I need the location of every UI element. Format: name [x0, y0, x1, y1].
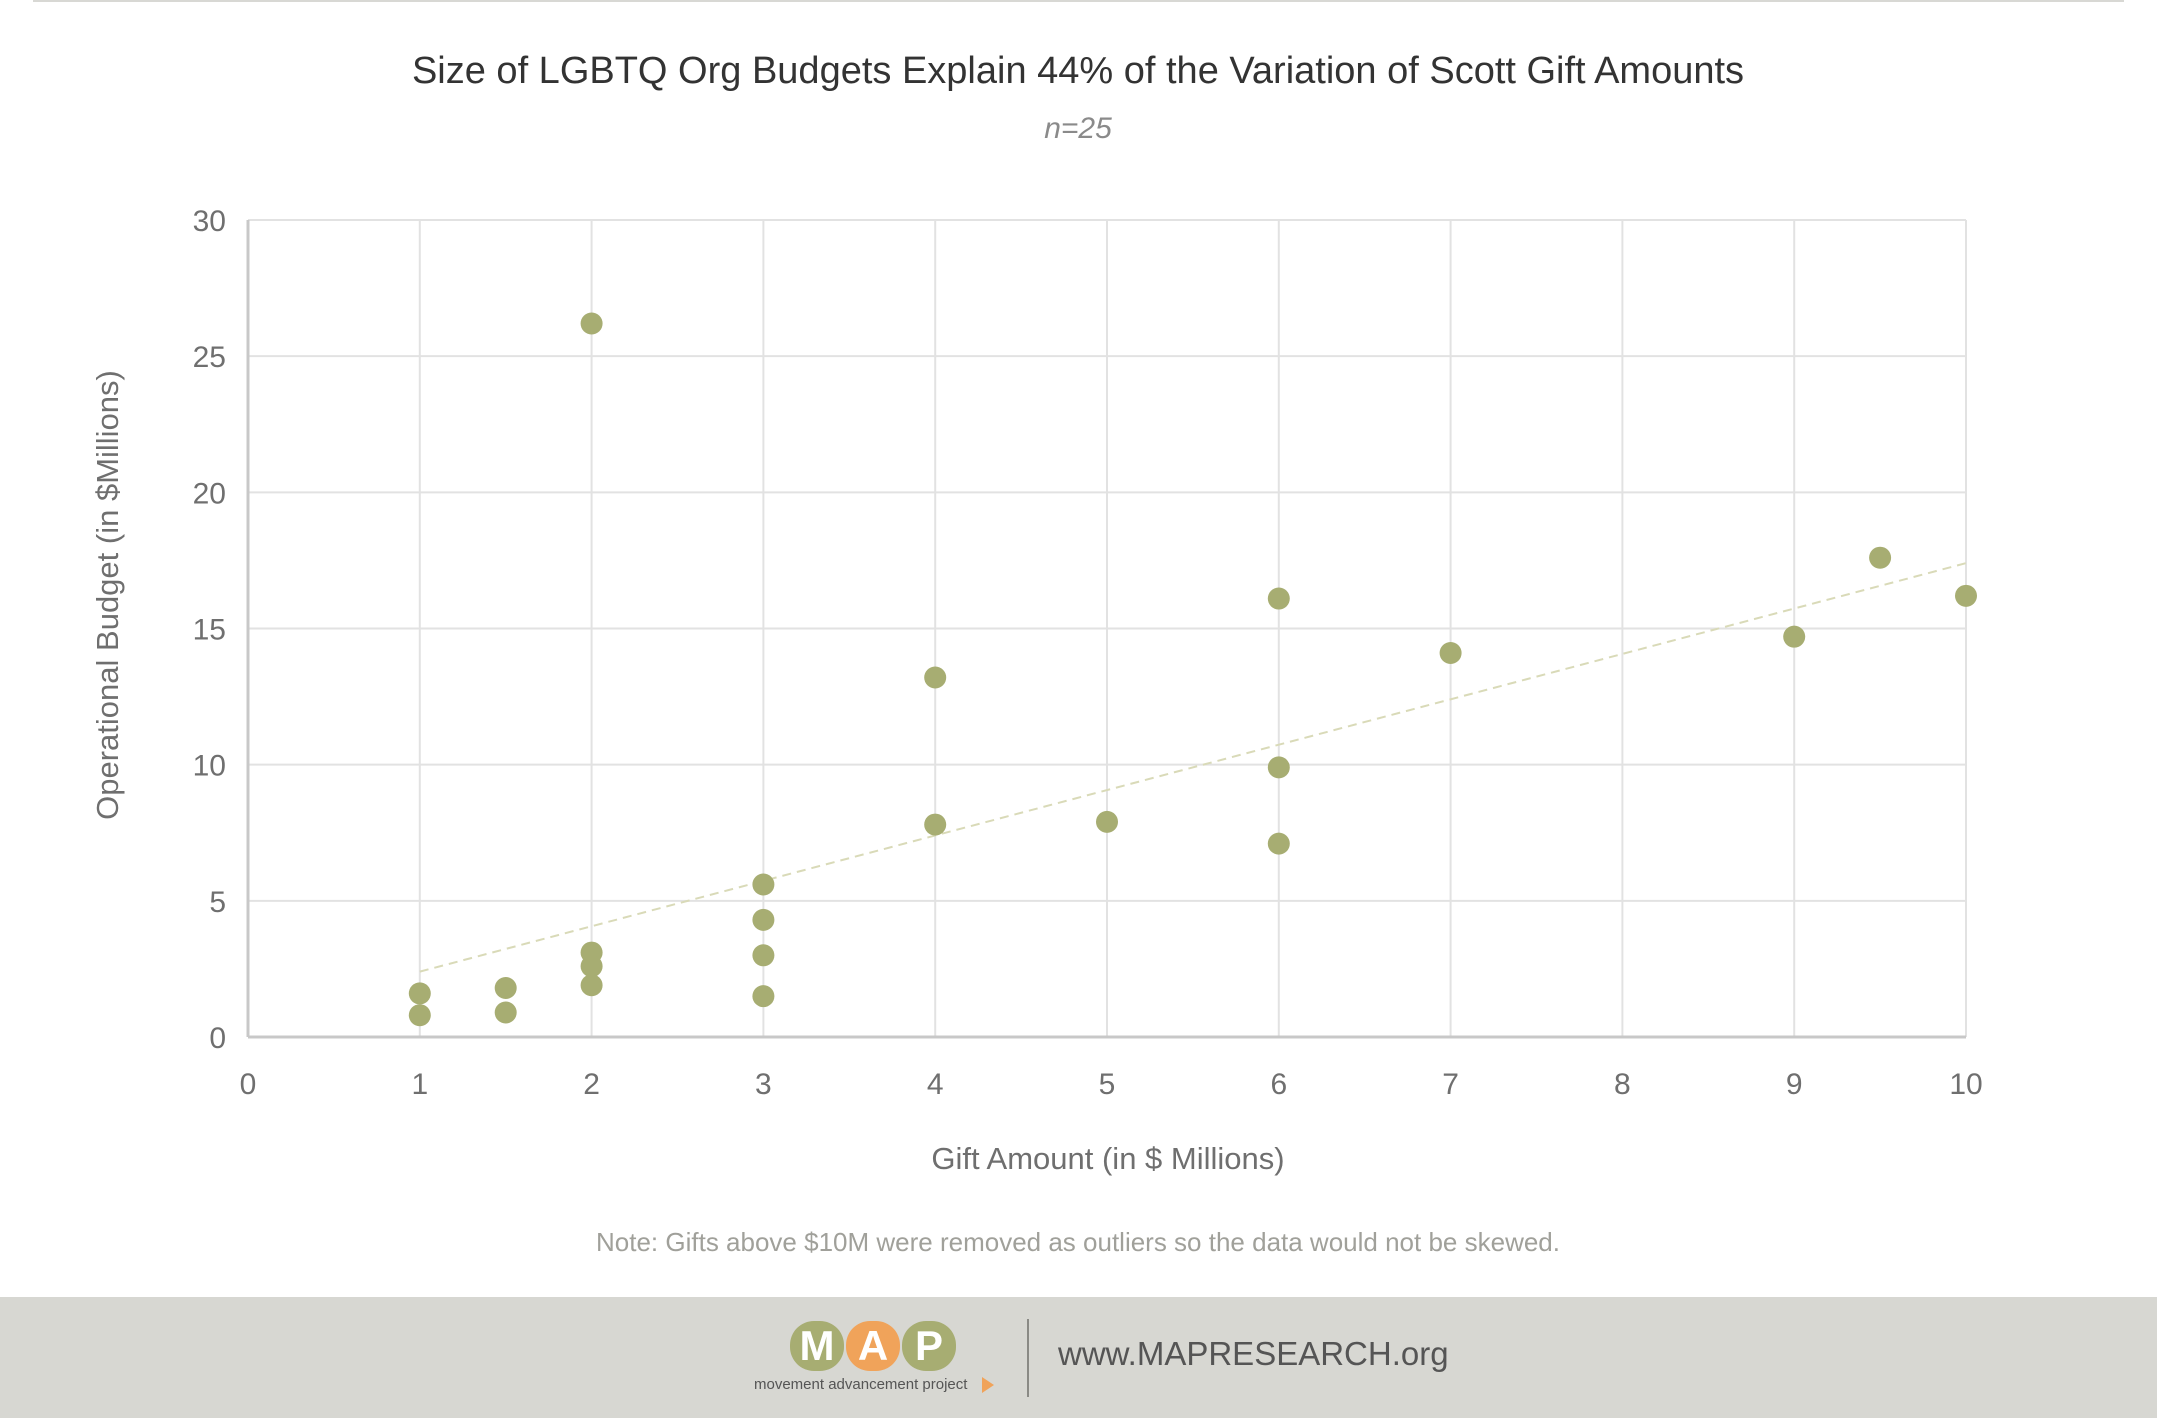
data-point — [1783, 625, 1806, 648]
y-tick-label: 30 — [193, 205, 226, 238]
scatter-chart: Size of LGBTQ Org Budgets Explain 44% of… — [90, 50, 1983, 1257]
data-point — [752, 944, 775, 967]
x-tick-label: 7 — [1442, 1068, 1459, 1101]
x-axis-ticks: 0 1 2 3 4 5 6 7 8 9 10 — [240, 1068, 1983, 1101]
chart-title: Size of LGBTQ Org Budgets Explain 44% of… — [412, 50, 1744, 92]
axes — [246, 220, 1966, 1039]
data-point — [924, 813, 947, 836]
data-point — [1869, 546, 1892, 569]
x-tick-label: 2 — [583, 1068, 600, 1101]
top-divider — [33, 0, 2124, 2]
data-point — [1267, 756, 1290, 779]
data-point — [752, 873, 775, 896]
y-axis-ticks: 0 5 10 15 20 25 30 — [193, 205, 226, 1055]
x-tick-label: 0 — [240, 1068, 257, 1101]
y-axis-title: Operational Budget (in $Millions) — [90, 370, 125, 820]
x-tick-label: 4 — [927, 1068, 944, 1101]
x-tick-label: 8 — [1614, 1068, 1631, 1101]
data-point — [494, 1001, 517, 1024]
data-points — [408, 312, 1977, 1027]
x-axis-title: Gift Amount (in $ Millions) — [931, 1141, 1284, 1176]
data-point — [408, 1004, 431, 1027]
website-link[interactable]: www.MAPRESEARCH.org — [1058, 1335, 1449, 1372]
y-tick-label: 5 — [209, 886, 226, 919]
y-tick-label: 25 — [193, 341, 226, 374]
x-tick-label: 6 — [1270, 1068, 1287, 1101]
x-tick-label: 9 — [1786, 1068, 1803, 1101]
y-tick-label: 10 — [193, 750, 226, 783]
x-tick-label: 10 — [1949, 1068, 1982, 1101]
map-logo[interactable]: M A P movement advancement project — [752, 1321, 1002, 1401]
logo-letter-m: M — [790, 1321, 844, 1371]
logo-letter-p: P — [902, 1321, 956, 1371]
chart-note: Note: Gifts above $10M were removed as o… — [596, 1227, 1560, 1257]
x-tick-label: 3 — [755, 1068, 772, 1101]
data-point — [1096, 810, 1118, 833]
trendline — [419, 562, 1967, 973]
data-point — [580, 974, 603, 997]
footer-divider — [1027, 1319, 1029, 1397]
data-point — [408, 982, 431, 1005]
data-point — [752, 985, 775, 1008]
data-point — [752, 908, 775, 931]
grid-lines — [248, 219, 1967, 1037]
logo-tagline: movement advancement project — [754, 1376, 968, 1393]
y-tick-label: 15 — [193, 614, 226, 647]
chart-subtitle: n=25 — [1044, 112, 1112, 145]
data-point — [1267, 587, 1290, 610]
data-point — [1955, 584, 1977, 607]
x-tick-label: 5 — [1099, 1068, 1116, 1101]
y-tick-label: 0 — [209, 1022, 226, 1055]
data-point — [924, 666, 947, 689]
y-tick-label: 20 — [193, 477, 226, 510]
data-point — [580, 955, 603, 978]
x-tick-label: 1 — [411, 1068, 428, 1101]
data-point — [1267, 832, 1290, 855]
trendline-group — [419, 562, 1967, 973]
logo-letter-a: A — [846, 1321, 900, 1371]
data-point — [494, 976, 517, 999]
footer-bar: M A P movement advancement project www.M… — [0, 1297, 2157, 1418]
data-point — [1439, 642, 1462, 665]
play-arrow-icon — [982, 1377, 994, 1393]
data-point — [580, 312, 603, 335]
